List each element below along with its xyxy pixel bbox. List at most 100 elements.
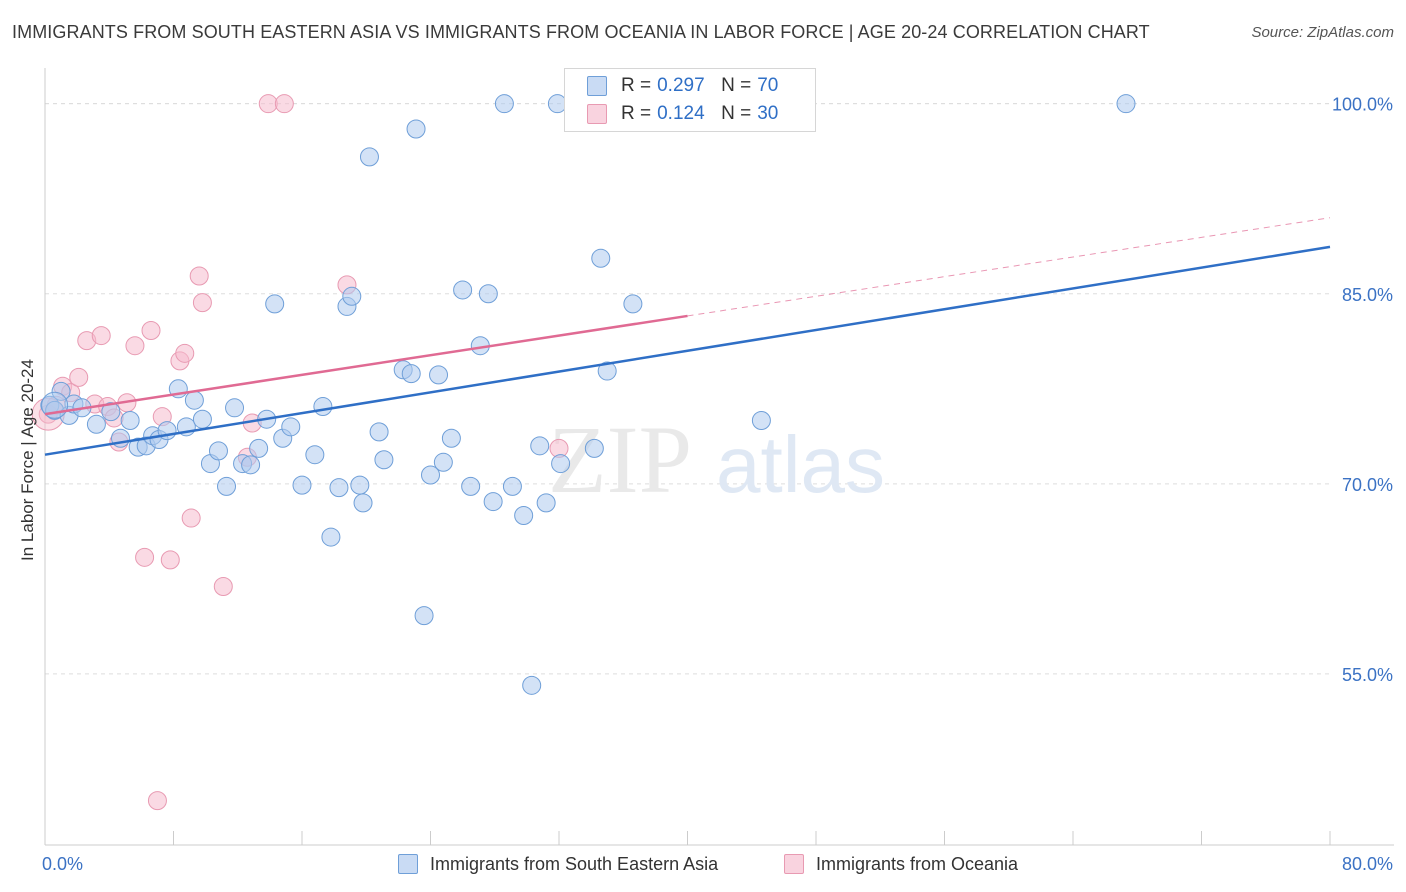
x-tick-label-min: 0.0% <box>42 854 83 874</box>
sea-point <box>305 445 325 465</box>
sea-point <box>359 147 379 167</box>
sea-point <box>514 506 534 526</box>
oceania-point <box>192 293 212 313</box>
sea-point <box>369 422 389 442</box>
sea-n-value: 70 <box>757 75 779 96</box>
sea-point <box>591 248 611 268</box>
oceania-point <box>147 791 167 811</box>
stats-legend: R = 0.297 N = 70 R = 0.124 N = 30 <box>564 68 816 132</box>
watermark-atlas: atlas <box>716 420 885 509</box>
oceania-point <box>125 336 145 356</box>
trend-lines <box>44 217 1331 456</box>
sea-point <box>281 417 301 437</box>
oceania-point <box>274 94 294 114</box>
sea-point <box>597 361 617 381</box>
oceania-point <box>160 550 180 570</box>
sea-point <box>461 476 481 496</box>
sea-point <box>292 475 312 495</box>
legend-item-oceania: Immigrants from Oceania <box>784 852 1018 876</box>
sea-point <box>429 365 449 385</box>
chart-source: Source: ZipAtlas.com <box>1251 24 1394 41</box>
sea-point <box>522 675 542 695</box>
oceania-point <box>175 343 195 363</box>
sea-r-value: 0.297 <box>657 75 705 96</box>
sea-point <box>1116 94 1136 114</box>
sea-point <box>401 364 421 384</box>
sea-legend-swatch <box>398 854 418 874</box>
sea-point <box>350 475 370 495</box>
sea-point <box>421 465 440 485</box>
sea-point <box>530 436 550 456</box>
n-label: N = <box>721 103 752 124</box>
sea-point <box>313 397 333 417</box>
sea-point <box>751 410 771 430</box>
legend-item-sea: Immigrants from South Eastern Asia <box>398 852 718 876</box>
sea-point <box>353 493 373 513</box>
oceania-trend-line <box>44 314 688 416</box>
sea-point <box>478 284 498 304</box>
sea-point <box>406 119 426 139</box>
sea-point <box>623 294 643 314</box>
sea-point <box>51 381 71 401</box>
sea-point <box>192 409 212 429</box>
oceania-point <box>91 326 111 346</box>
sea-point <box>536 493 556 513</box>
watermark: ZIP atlas <box>548 406 885 513</box>
grid-layer <box>45 103 1330 675</box>
oceania-point <box>135 547 155 567</box>
y-tick-label: 100.0% <box>1332 95 1393 115</box>
stats-legend-row-oceania: R = 0.124 N = 30 <box>587 102 778 126</box>
y-tick-label: 70.0% <box>1342 475 1393 495</box>
y-axis-label: In Labor Force | Age 20-24 <box>18 359 37 561</box>
sea-point <box>249 438 269 458</box>
watermark-zip: ZIP <box>548 406 692 513</box>
sea-point <box>184 390 204 410</box>
oceania-n-value: 30 <box>757 103 779 124</box>
sea-point <box>208 441 228 461</box>
sea-point <box>441 428 461 448</box>
oceania-point <box>258 94 278 114</box>
sea-point <box>483 492 503 512</box>
sea-point <box>374 450 394 470</box>
sea-trend-line <box>44 245 1331 456</box>
legend-label-sea: Immigrants from South Eastern Asia <box>430 853 719 874</box>
sea-point <box>433 452 453 472</box>
y-tick-label: 55.0% <box>1342 665 1393 685</box>
r-label: R = <box>621 103 652 124</box>
oceania-point <box>213 576 233 596</box>
sea-swatch <box>587 76 607 96</box>
sea-point <box>101 402 121 422</box>
sea-point <box>321 527 341 547</box>
sea-point <box>120 410 140 430</box>
oceania-r-value: 0.124 <box>657 103 705 124</box>
sea-point <box>265 294 285 314</box>
sea-point <box>342 286 362 306</box>
sea-point <box>217 476 237 496</box>
oceania-point <box>181 508 201 528</box>
r-label: R = <box>621 75 652 96</box>
oceania-swatch <box>587 104 607 124</box>
legend-label-oceania: Immigrants from Oceania <box>816 853 1019 874</box>
oceania-legend-swatch <box>784 854 804 874</box>
sea-point <box>225 398 245 418</box>
sea-point <box>241 455 261 475</box>
sea-point <box>494 94 514 114</box>
chart-title: IMMIGRANTS FROM SOUTH EASTERN ASIA VS IM… <box>12 22 1150 42</box>
series-oceania-points <box>31 94 569 811</box>
n-label: N = <box>721 75 752 96</box>
series-sea-points <box>40 94 1136 695</box>
oceania-point <box>141 321 161 341</box>
sea-point <box>551 454 571 474</box>
oceania-point <box>189 266 209 286</box>
axis-layer <box>44 68 1394 846</box>
sea-point <box>502 476 522 496</box>
y-tick-label: 85.0% <box>1342 285 1393 305</box>
sea-point <box>584 438 604 458</box>
oceania-trend-extension <box>687 217 1331 317</box>
x-tick-label-max: 80.0% <box>1342 854 1393 874</box>
sea-point <box>86 414 106 434</box>
tick-labels: 55.0% 70.0% 85.0% 100.0% 0.0% 80.0% <box>42 95 1393 874</box>
sea-point <box>453 280 473 300</box>
oceania-point <box>69 367 89 387</box>
